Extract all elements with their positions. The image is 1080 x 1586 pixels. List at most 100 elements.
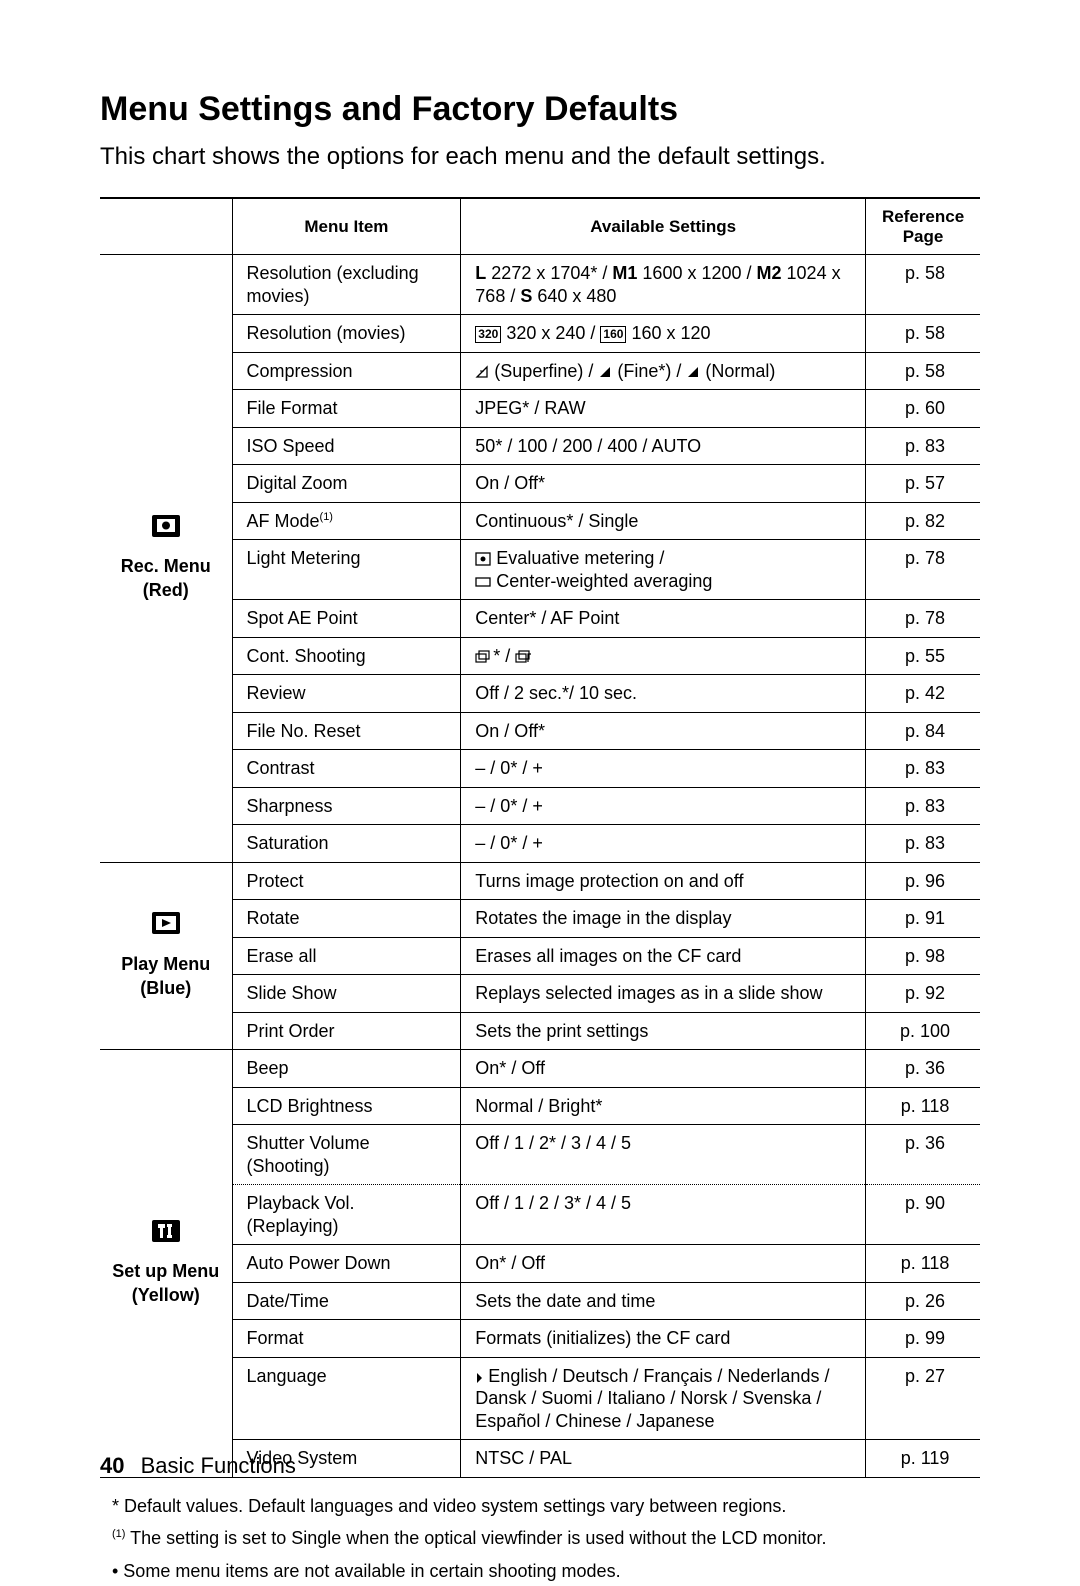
section-label: Play Menu(Blue) xyxy=(100,862,232,1050)
menu-item-cell: Light Metering xyxy=(232,540,461,600)
page-cell: p. 78 xyxy=(866,600,980,638)
table-row: Sharpness– / 0* / +p. 83 xyxy=(100,787,980,825)
page-cell: p. 42 xyxy=(866,675,980,713)
setting-cell: Replays selected images as in a slide sh… xyxy=(461,975,866,1013)
setting-cell: Normal / Bright* xyxy=(461,1087,866,1125)
table-row: File No. ResetOn / Off*p. 84 xyxy=(100,712,980,750)
menu-item-cell: Sharpness xyxy=(232,787,461,825)
page-cell: p. 58 xyxy=(866,315,980,353)
menu-item-cell: Spot AE Point xyxy=(232,600,461,638)
col-available: Available Settings xyxy=(461,198,866,255)
col-reference: Reference Page xyxy=(866,198,980,255)
footnote: • Some menu items are not available in c… xyxy=(112,1557,980,1586)
play-icon xyxy=(104,911,228,941)
page-cell: p. 91 xyxy=(866,900,980,938)
page-cell: p. 83 xyxy=(866,825,980,863)
page-cell: p. 36 xyxy=(866,1050,980,1088)
page-cell: p. 26 xyxy=(866,1282,980,1320)
menu-item-cell: Beep xyxy=(232,1050,461,1088)
setting-cell: 320 320 x 240 / 160 160 x 120 xyxy=(461,315,866,353)
setting-cell: Evaluative metering / Center-weighted av… xyxy=(461,540,866,600)
table-row: ISO Speed50* / 100 / 200 / 400 / AUTOp. … xyxy=(100,427,980,465)
table-row: Print OrderSets the print settingsp. 100 xyxy=(100,1012,980,1050)
table-header-row: Menu Item Available Settings Reference P… xyxy=(100,198,980,255)
table-row: File FormatJPEG* / RAWp. 60 xyxy=(100,390,980,428)
menu-item-cell: Resolution (excluding movies) xyxy=(232,255,461,315)
menu-item-cell: Playback Vol. (Replaying) xyxy=(232,1185,461,1245)
page-cell: p. 27 xyxy=(866,1357,980,1440)
menu-item-cell: Print Order xyxy=(232,1012,461,1050)
page-cell: p. 99 xyxy=(866,1320,980,1358)
page-cell: p. 83 xyxy=(866,787,980,825)
menu-item-cell: Rotate xyxy=(232,900,461,938)
setting-cell: Off / 1 / 2* / 3 / 4 / 5 xyxy=(461,1125,866,1185)
setting-cell: – / 0* / + xyxy=(461,750,866,788)
table-row: ReviewOff / 2 sec.*/ 10 sec.p. 42 xyxy=(100,675,980,713)
page-footer: 40 Basic Functions xyxy=(100,1453,296,1479)
setting-cell: 50* / 100 / 200 / 400 / AUTO xyxy=(461,427,866,465)
setting-cell: – / 0* / + xyxy=(461,787,866,825)
setting-cell: On* / Off xyxy=(461,1050,866,1088)
table-row: FormatFormats (initializes) the CF cardp… xyxy=(100,1320,980,1358)
menu-item-cell: Erase all xyxy=(232,937,461,975)
table-row: Cont. Shooting* / p. 55 xyxy=(100,637,980,675)
menu-item-cell: Review xyxy=(232,675,461,713)
page-cell: p. 84 xyxy=(866,712,980,750)
menu-item-cell: File No. Reset xyxy=(232,712,461,750)
table-row: Playback Vol. (Replaying)Off / 1 / 2 / 3… xyxy=(100,1185,980,1245)
table-row: Saturation– / 0* / +p. 83 xyxy=(100,825,980,863)
table-row: Rec. Menu(Red)Resolution (excluding movi… xyxy=(100,255,980,315)
menu-item-cell: Date/Time xyxy=(232,1282,461,1320)
col-menu-item: Menu Item xyxy=(232,198,461,255)
page-cell: p. 82 xyxy=(866,502,980,540)
table-row: Language English / Deutsch / Français / … xyxy=(100,1357,980,1440)
setting-cell: Center* / AF Point xyxy=(461,600,866,638)
menu-item-cell: Cont. Shooting xyxy=(232,637,461,675)
menu-item-cell: Format xyxy=(232,1320,461,1358)
col-blank xyxy=(100,198,232,255)
table-row: AF Mode(1)Continuous* / Singlep. 82 xyxy=(100,502,980,540)
table-row: LCD BrightnessNormal / Bright*p. 118 xyxy=(100,1087,980,1125)
setting-cell: * / xyxy=(461,637,866,675)
camera-icon xyxy=(104,514,228,544)
page-number: 40 xyxy=(100,1453,124,1478)
table-row: Contrast– / 0* / +p. 83 xyxy=(100,750,980,788)
setting-cell: NTSC / PAL xyxy=(461,1440,866,1478)
table-row: Shutter Volume (Shooting)Off / 1 / 2* / … xyxy=(100,1125,980,1185)
page-cell: p. 96 xyxy=(866,862,980,900)
menu-item-cell: Auto Power Down xyxy=(232,1245,461,1283)
page-cell: p. 36 xyxy=(866,1125,980,1185)
table-row: Digital ZoomOn / Off*p. 57 xyxy=(100,465,980,503)
page-cell: p. 58 xyxy=(866,255,980,315)
page-cell: p. 55 xyxy=(866,637,980,675)
page-title: Menu Settings and Factory Defaults xyxy=(100,90,980,129)
setting-cell: On* / Off xyxy=(461,1245,866,1283)
menu-item-cell: Saturation xyxy=(232,825,461,863)
table-row: Date/TimeSets the date and timep. 26 xyxy=(100,1282,980,1320)
table-row: Slide ShowReplays selected images as in … xyxy=(100,975,980,1013)
setting-cell: Sets the print settings xyxy=(461,1012,866,1050)
setting-cell: Rotates the image in the display xyxy=(461,900,866,938)
page-cell: p. 57 xyxy=(866,465,980,503)
page-cell: p. 118 xyxy=(866,1245,980,1283)
table-row: Light Metering Evaluative metering / Cen… xyxy=(100,540,980,600)
footer-section: Basic Functions xyxy=(141,1453,296,1478)
menu-item-cell: Digital Zoom xyxy=(232,465,461,503)
page-cell: p. 118 xyxy=(866,1087,980,1125)
table-row: Erase allErases all images on the CF car… xyxy=(100,937,980,975)
footnotes: * Default values. Default languages and … xyxy=(100,1492,980,1586)
menu-item-cell: Contrast xyxy=(232,750,461,788)
setting-cell: On / Off* xyxy=(461,465,866,503)
setting-cell: – / 0* / + xyxy=(461,825,866,863)
setting-cell: Turns image protection on and off xyxy=(461,862,866,900)
setting-cell: Formats (initializes) the CF card xyxy=(461,1320,866,1358)
menu-item-cell: Slide Show xyxy=(232,975,461,1013)
setting-cell: Sets the date and time xyxy=(461,1282,866,1320)
page-subtitle: This chart shows the options for each me… xyxy=(100,143,980,171)
page-cell: p. 119 xyxy=(866,1440,980,1478)
setting-cell: Continuous* / Single xyxy=(461,502,866,540)
setting-cell: JPEG* / RAW xyxy=(461,390,866,428)
menu-item-cell: Resolution (movies) xyxy=(232,315,461,353)
settings-table: Menu Item Available Settings Reference P… xyxy=(100,197,980,1478)
setting-cell: Off / 2 sec.*/ 10 sec. xyxy=(461,675,866,713)
